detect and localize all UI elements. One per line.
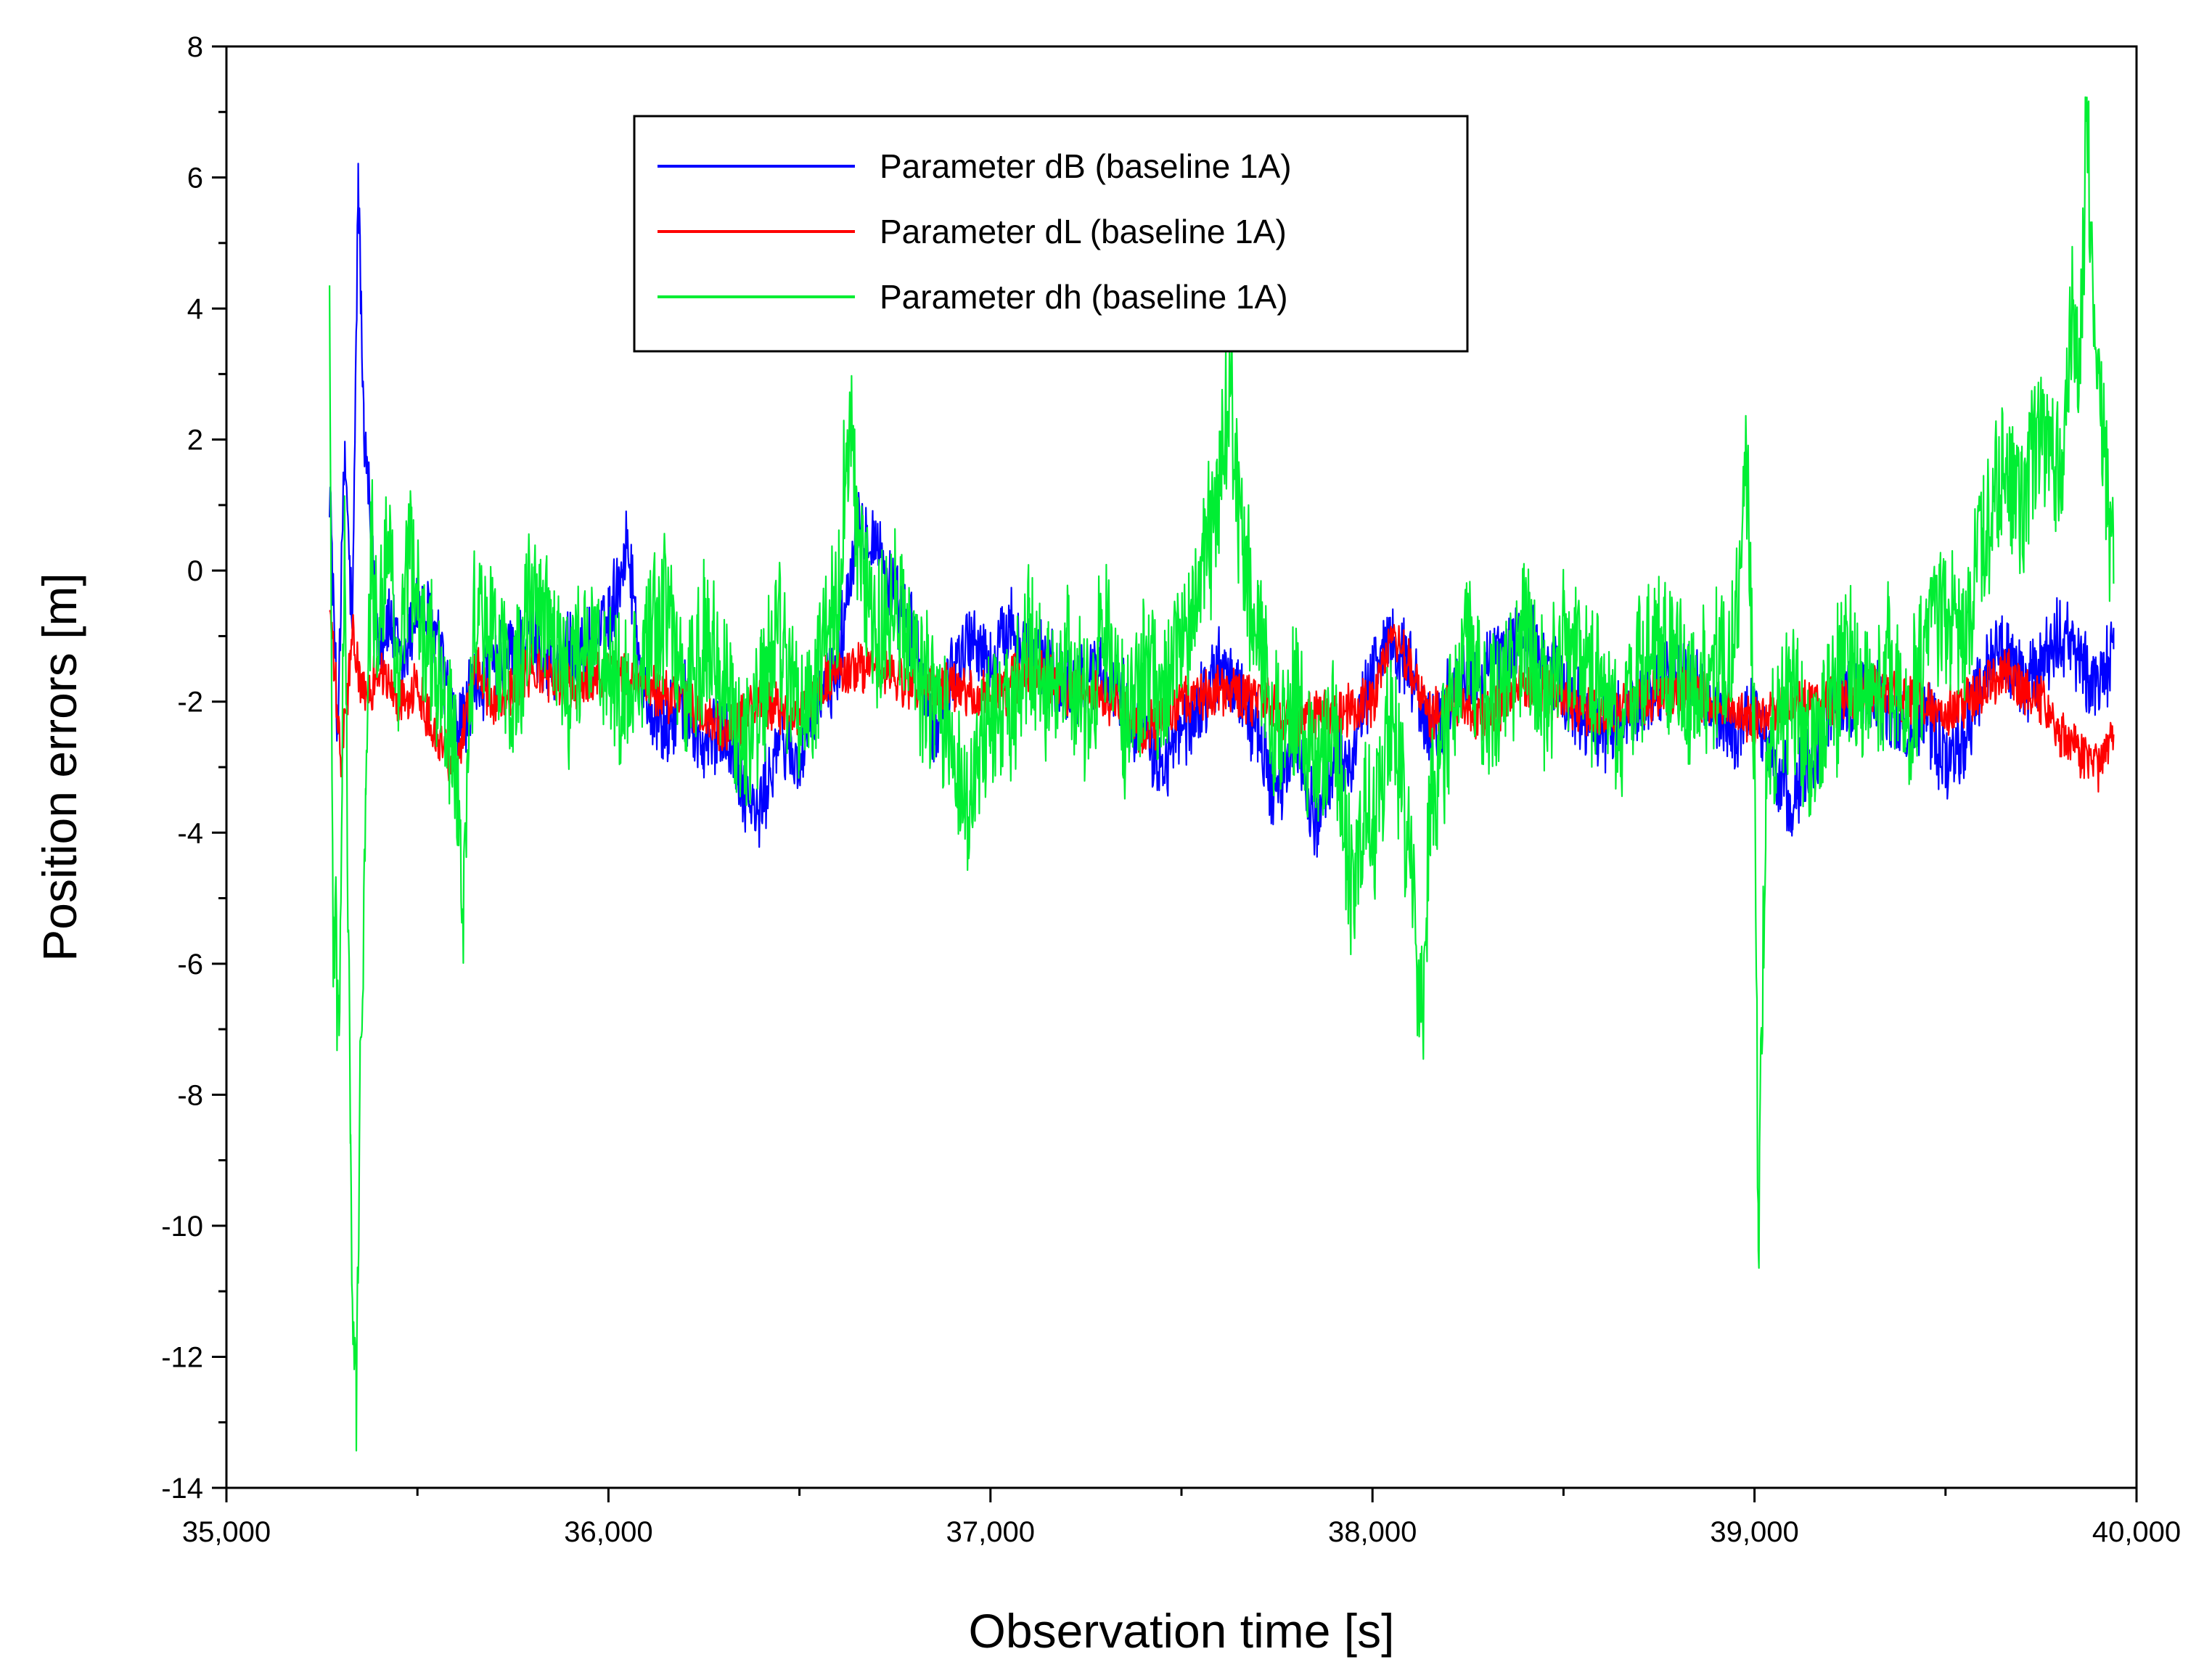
y-tick-label: -4 — [177, 817, 203, 849]
y-axis-title: Position errors [m] — [33, 573, 86, 961]
x-tick-label: 38,000 — [1328, 1516, 1417, 1548]
y-tick-label: -2 — [177, 687, 203, 719]
x-tick-label: 36,000 — [564, 1516, 652, 1548]
x-tick-label: 37,000 — [946, 1516, 1035, 1548]
legend-label-dh: Parameter dh (baseline 1A) — [880, 278, 1288, 316]
legend: Parameter dB (baseline 1A) Parameter dL … — [633, 115, 1469, 353]
x-tick-label: 35,000 — [182, 1516, 271, 1548]
y-tick-label: -14 — [161, 1473, 203, 1505]
y-tick-label: 4 — [187, 293, 203, 325]
x-tick-label: 40,000 — [2092, 1516, 2181, 1548]
y-tick-label: -10 — [161, 1211, 203, 1243]
x-tick-label: 39,000 — [1710, 1516, 1798, 1548]
y-tick-label: -8 — [177, 1079, 203, 1111]
legend-box — [633, 115, 1469, 353]
ticks-layer: 8 6 4 2 0 -2 -4 -6 -8 -10 -12 -14 35,000 36,000 37,000… — [161, 31, 2181, 1548]
legend-label-dB: Parameter dB (baseline 1A) — [880, 147, 1292, 185]
y-tick-label: 0 — [187, 555, 203, 587]
series-dh-line — [329, 96, 2115, 1452]
legend-label-dL: Parameter dL (baseline 1A) — [880, 213, 1287, 250]
x-axis-title: Observation time [s] — [969, 1604, 1395, 1658]
y-tick-label: -6 — [177, 949, 203, 981]
y-tick-label: 6 — [187, 163, 203, 195]
y-tick-label: -12 — [161, 1341, 203, 1373]
series-layer — [329, 96, 2115, 1452]
y-tick-label: 8 — [187, 31, 203, 63]
y-tick-label: 2 — [187, 425, 203, 457]
